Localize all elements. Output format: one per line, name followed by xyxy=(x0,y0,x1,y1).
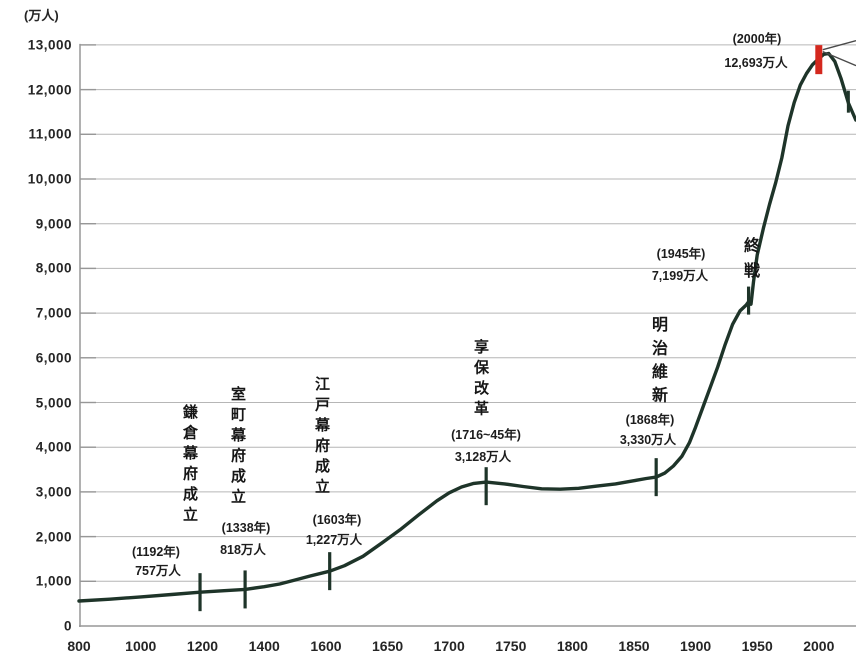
x-axis-tick-label: 1400 xyxy=(248,638,280,654)
x-axis-tick-label: 1950 xyxy=(741,638,773,654)
annotation-shusen-value: 7,199万人 xyxy=(651,269,709,283)
x-axis-tick-label: 1750 xyxy=(495,638,527,654)
annotation-text: 鎌倉幕府成立 xyxy=(181,404,198,527)
annotation-kyoho-name: 享保改革 xyxy=(472,339,489,421)
annotation-meiji-year: (1868年) xyxy=(625,413,675,427)
annotation-meiji-name: 明治維新 xyxy=(649,316,666,410)
annotation-2000-value: 12,693万人 xyxy=(724,56,788,70)
x-axis-tick-label: 800 xyxy=(67,638,91,654)
y-axis-tick-label: 11,000 xyxy=(28,126,72,142)
y-axis-tick-label: 5,000 xyxy=(35,395,72,410)
y-axis-tick-label: 3,000 xyxy=(35,484,72,500)
x-axis-tick-label: 1600 xyxy=(310,638,342,654)
annotation-muromachi-name: 室町幕府成立 xyxy=(229,386,246,509)
y-axis-tick-label: 6,000 xyxy=(35,350,72,366)
y-axis-tick-label: 13,000 xyxy=(27,37,72,53)
annotation-text: 江戸幕府成立 xyxy=(313,376,330,499)
x-axis-tick-label: 1700 xyxy=(433,638,465,654)
y-axis-tick-label: 8,000 xyxy=(35,260,72,276)
x-axis-tick-label: 2000 xyxy=(803,638,835,654)
y-axis-unit-label: (万人) xyxy=(24,8,59,23)
annotation-kamakura-year: (1192年) xyxy=(132,545,180,559)
x-axis-tick-label: 1850 xyxy=(618,638,650,654)
annotation-text: 明治維新 xyxy=(649,316,666,410)
annotation-kamakura-value: 757万人 xyxy=(135,564,181,578)
y-axis-tick-label: 4,000 xyxy=(35,439,72,455)
annotation-text: 享保改革 xyxy=(472,339,489,421)
y-axis-tick-label: 1,000 xyxy=(35,573,72,589)
annotation-kyoho-value: 3,128万人 xyxy=(454,450,512,464)
y-axis-tick-label: 7,000 xyxy=(35,305,72,321)
x-axis-tick-label: 1650 xyxy=(372,638,404,654)
annotation-edo-year: (1603年) xyxy=(312,513,362,527)
annotation-edo-name: 江戸幕府成立 xyxy=(313,376,330,499)
annotation-text: 終戦 xyxy=(741,237,758,287)
annotation-kamakura-name: 鎌倉幕府成立 xyxy=(181,404,198,527)
y-axis-tick-label: 2,000 xyxy=(35,529,72,545)
x-axis-tick-label: 1000 xyxy=(125,638,157,654)
x-axis-tick-label: 1900 xyxy=(680,638,712,654)
x-axis-tick-label: 1200 xyxy=(186,638,219,654)
y-axis-tick-label: 10,000 xyxy=(27,171,72,187)
annotation-muromachi-value: 818万人 xyxy=(220,543,266,557)
annotation-2000-year: (2000年) xyxy=(732,32,782,46)
annotation-shusen-name: 終戦 xyxy=(741,237,758,287)
annotation-muromachi-year: (1338年) xyxy=(221,521,271,535)
y-axis-tick-label: 12,000 xyxy=(27,82,72,98)
annotation-text: 室町幕府成立 xyxy=(229,386,246,509)
annotation-shusen-year: (1945年) xyxy=(656,247,706,261)
y-axis-tick-label: 0 xyxy=(63,618,72,634)
x-axis-tick-label: 1800 xyxy=(556,638,588,654)
annotation-meiji-value: 3,330万人 xyxy=(619,433,677,447)
annotation-edo-value: 1,227万人 xyxy=(305,533,363,547)
y-axis-tick-label: 9,000 xyxy=(35,216,72,232)
annotation-kyoho-year: (1716~45年) xyxy=(451,428,521,442)
